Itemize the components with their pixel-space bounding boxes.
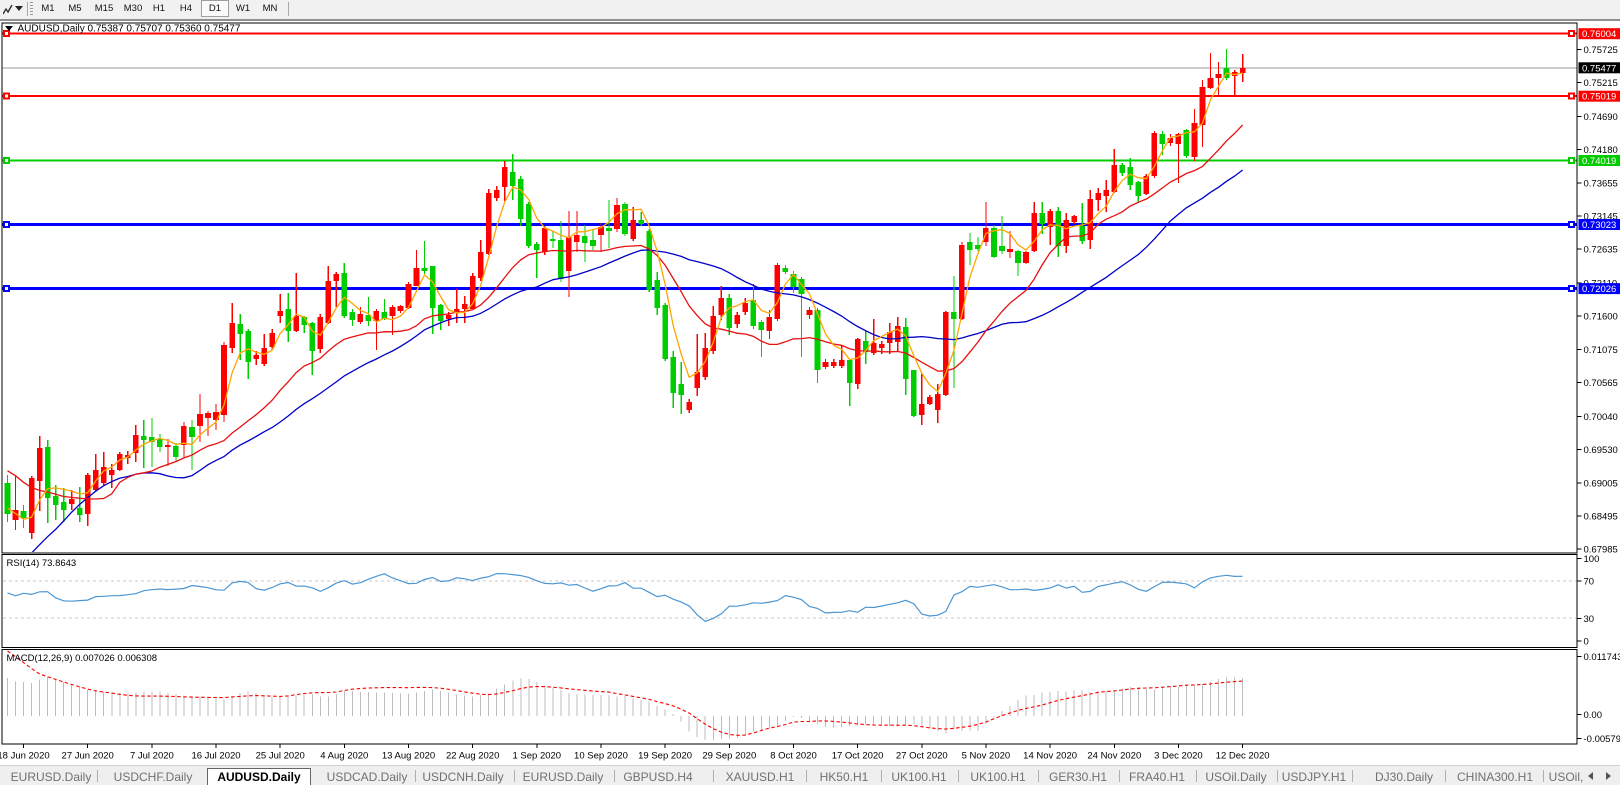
svg-text:0.011743: 0.011743 — [1584, 652, 1620, 663]
svg-text:RSI(14) 73.8643: RSI(14) 73.8643 — [7, 558, 77, 569]
svg-text:0.76004: 0.76004 — [1582, 29, 1616, 40]
svg-text:10 Sep 2020: 10 Sep 2020 — [574, 751, 628, 762]
svg-text:0.69530: 0.69530 — [1584, 445, 1618, 456]
svg-text:0.75215: 0.75215 — [1584, 78, 1618, 89]
svg-text:AUDUSD,Daily 0.75387 0.75707: AUDUSD,Daily 0.75387 0.75707 0.75360 0.7… — [18, 24, 241, 35]
svg-text:18 Jun 2020: 18 Jun 2020 — [0, 751, 50, 762]
svg-text:0.69005: 0.69005 — [1584, 479, 1618, 490]
svg-text:3 Dec 2020: 3 Dec 2020 — [1154, 751, 1203, 762]
svg-text:0.00: 0.00 — [1584, 710, 1603, 721]
svg-text:0.71600: 0.71600 — [1584, 311, 1618, 322]
svg-text:27 Jun 2020: 27 Jun 2020 — [62, 751, 114, 762]
svg-text:0.72026: 0.72026 — [1582, 284, 1616, 295]
svg-text:MACD(12,26,9) 0.007026 0.00630: MACD(12,26,9) 0.007026 0.006308 — [7, 653, 158, 664]
svg-text:100: 100 — [1584, 554, 1600, 565]
svg-text:27 Oct 2020: 27 Oct 2020 — [896, 751, 948, 762]
svg-text:19 Sep 2020: 19 Sep 2020 — [638, 751, 692, 762]
svg-text:0.75477: 0.75477 — [1582, 63, 1616, 74]
svg-text:0.73023: 0.73023 — [1582, 220, 1616, 231]
svg-text:12 Dec 2020: 12 Dec 2020 — [1216, 751, 1270, 762]
svg-text:13 Aug 2020: 13 Aug 2020 — [382, 751, 435, 762]
svg-text:0.74690: 0.74690 — [1584, 112, 1618, 123]
svg-text:0.74019: 0.74019 — [1582, 156, 1616, 167]
svg-text:14 Nov 2020: 14 Nov 2020 — [1023, 751, 1077, 762]
svg-text:0.70565: 0.70565 — [1584, 378, 1618, 389]
svg-text:24 Nov 2020: 24 Nov 2020 — [1087, 751, 1141, 762]
svg-text:29 Sep 2020: 29 Sep 2020 — [702, 751, 756, 762]
svg-text:1 Sep 2020: 1 Sep 2020 — [512, 751, 561, 762]
svg-text:0.68495: 0.68495 — [1584, 512, 1618, 523]
svg-text:0.75019: 0.75019 — [1582, 92, 1616, 103]
svg-text:4 Aug 2020: 4 Aug 2020 — [320, 751, 368, 762]
svg-text:7 Jul 2020: 7 Jul 2020 — [130, 751, 174, 762]
svg-text:0.74180: 0.74180 — [1584, 145, 1618, 156]
svg-text:0.72635: 0.72635 — [1584, 245, 1618, 256]
svg-text:8 Oct 2020: 8 Oct 2020 — [770, 751, 816, 762]
svg-text:17 Oct 2020: 17 Oct 2020 — [832, 751, 884, 762]
svg-text:16 Jul 2020: 16 Jul 2020 — [191, 751, 240, 762]
svg-text:5 Nov 2020: 5 Nov 2020 — [962, 751, 1011, 762]
svg-text:0.70040: 0.70040 — [1584, 412, 1618, 423]
svg-text:22 Aug 2020: 22 Aug 2020 — [446, 751, 499, 762]
svg-text:70: 70 — [1584, 577, 1595, 588]
svg-text:30: 30 — [1584, 614, 1595, 625]
svg-text:0: 0 — [1584, 637, 1589, 648]
svg-text:0.71075: 0.71075 — [1584, 345, 1618, 356]
svg-text:-0.00579: -0.00579 — [1584, 734, 1620, 745]
svg-text:0.73655: 0.73655 — [1584, 179, 1618, 190]
svg-text:0.75725: 0.75725 — [1584, 45, 1618, 56]
svg-text:25 Jul 2020: 25 Jul 2020 — [256, 751, 305, 762]
